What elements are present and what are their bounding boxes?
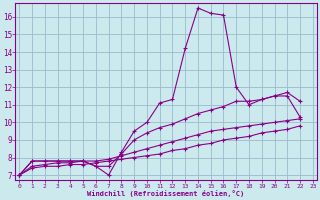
X-axis label: Windchill (Refroidissement éolien,°C): Windchill (Refroidissement éolien,°C) <box>87 190 245 197</box>
